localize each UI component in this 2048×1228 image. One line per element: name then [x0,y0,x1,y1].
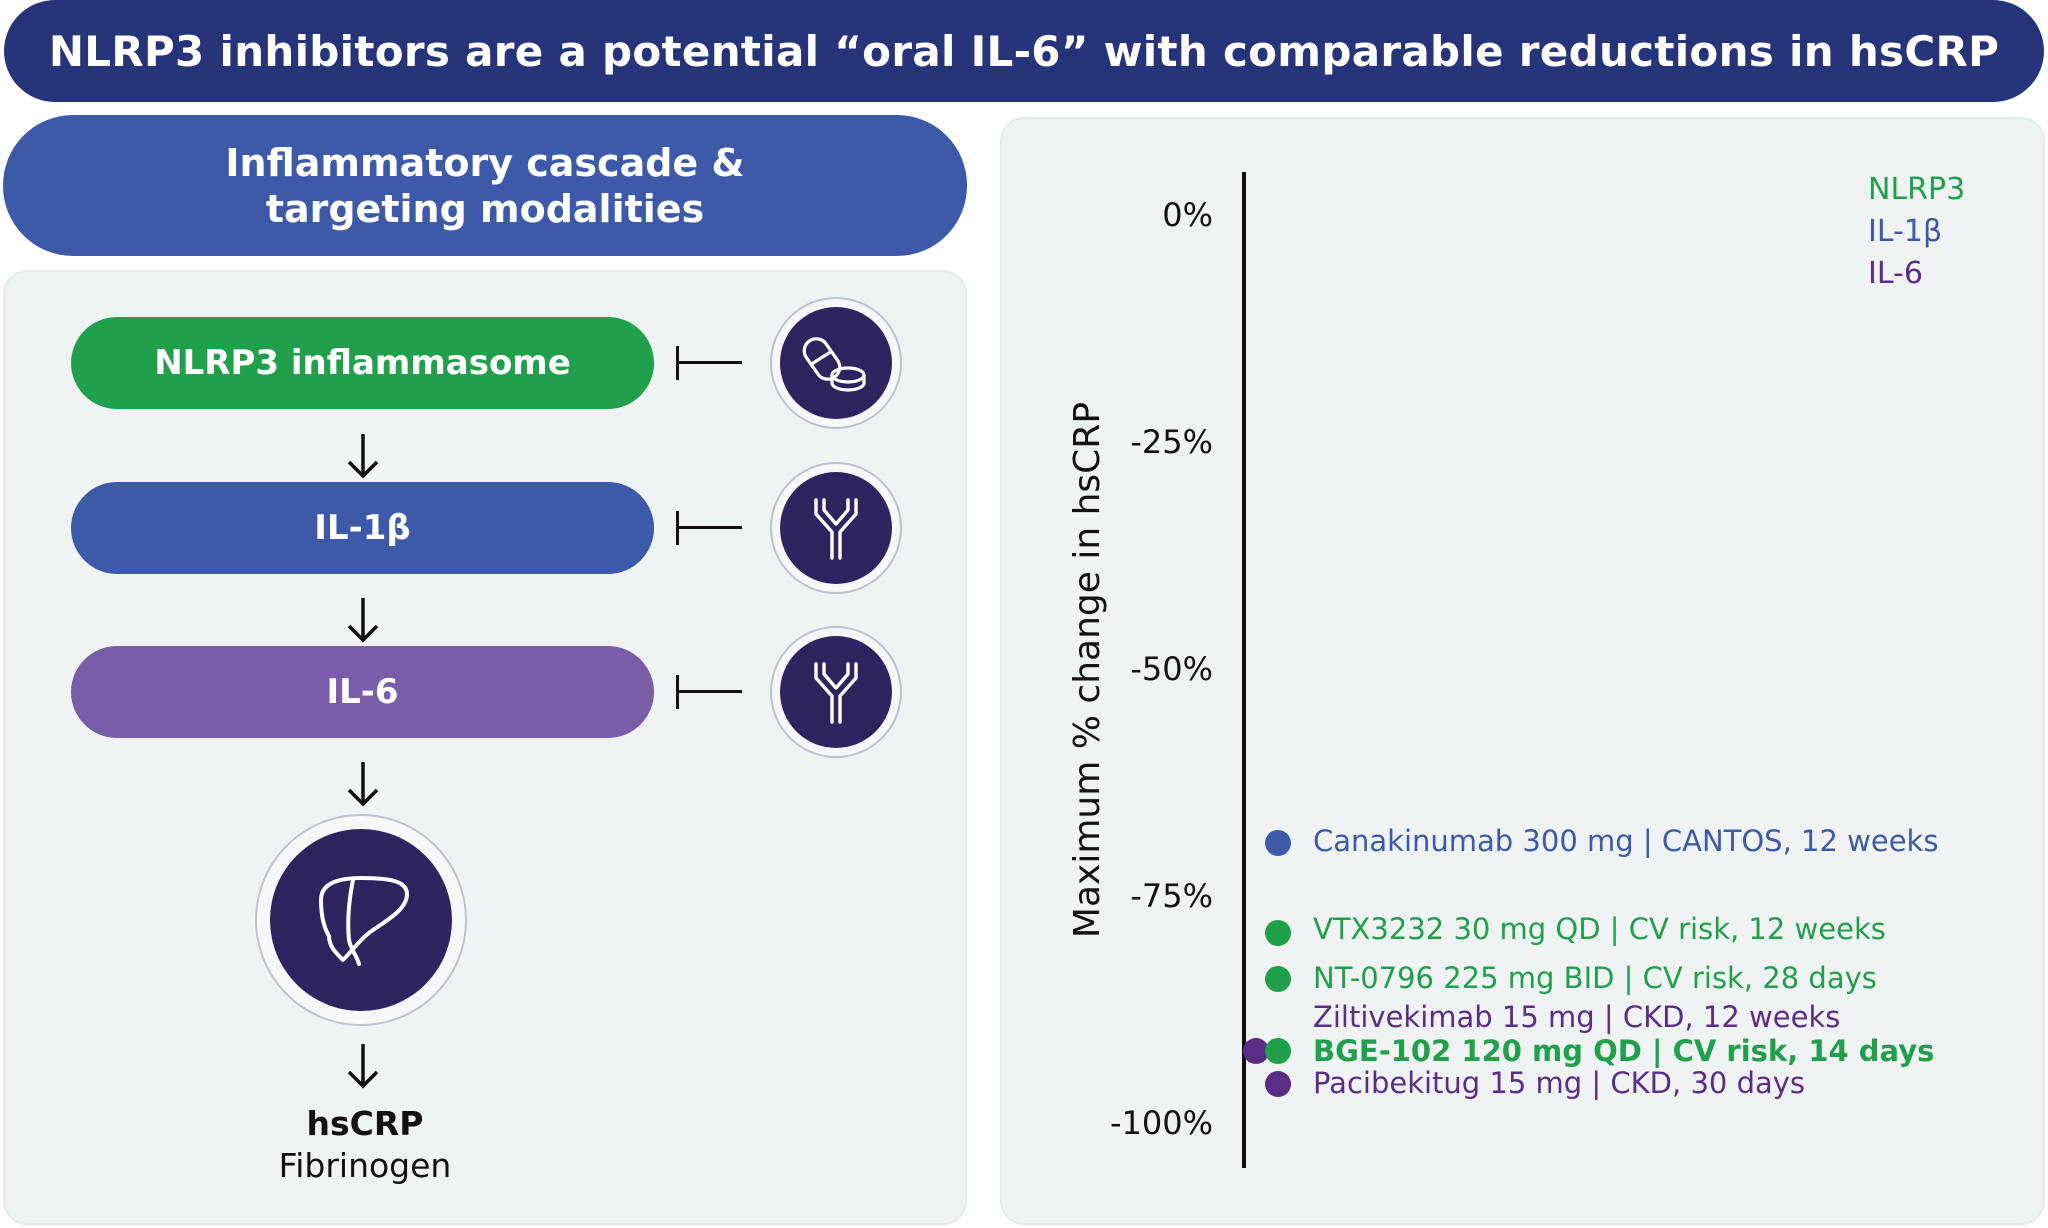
node-label: IL-1β [314,508,411,548]
node-label: IL-6 [326,672,399,712]
chart-panel [1000,117,2045,1225]
antibody-modality-il1b [770,462,902,594]
down-arrow-icon [347,434,379,479]
inhibition-line [678,690,742,693]
inhibition-bar [676,511,679,545]
small-molecule-modality [770,297,902,429]
output-hscrp: hsCRP [306,1104,424,1143]
liver-organ [255,814,467,1026]
inhibition-line [678,526,742,529]
pills-icon [802,337,866,392]
antibody-icon [814,662,858,724]
liver-icon [319,876,409,966]
inhibition-line [678,361,742,364]
node-il-1b: IL-1β [71,482,654,574]
inhibition-bar [676,346,679,380]
down-arrow-icon [347,598,379,643]
output-fibrinogen: Fibrinogen [278,1146,452,1185]
node-il-6: IL-6 [71,646,654,738]
down-arrow-icon [347,1044,379,1089]
inhibition-bar [676,675,679,709]
section-title-cascade: Inflammatory cascade & targeting modalit… [3,115,967,256]
section-title-line2: targeting modalities [265,186,705,231]
node-label: NLRP3 inflammasome [154,343,571,383]
node-nlrp3-inflammasome: NLRP3 inflammasome [71,317,654,409]
title-banner: NLRP3 inhibitors are a potential “oral I… [4,0,2044,102]
antibody-modality-il6 [770,626,902,758]
down-arrow-icon [347,762,379,807]
page-title: NLRP3 inhibitors are a potential “oral I… [48,26,2000,76]
antibody-icon [814,498,858,560]
section-title-line1: Inflammatory cascade & [225,140,745,185]
cascade-panel: NLRP3 inflammasome IL-1β IL-6 [3,270,967,1225]
